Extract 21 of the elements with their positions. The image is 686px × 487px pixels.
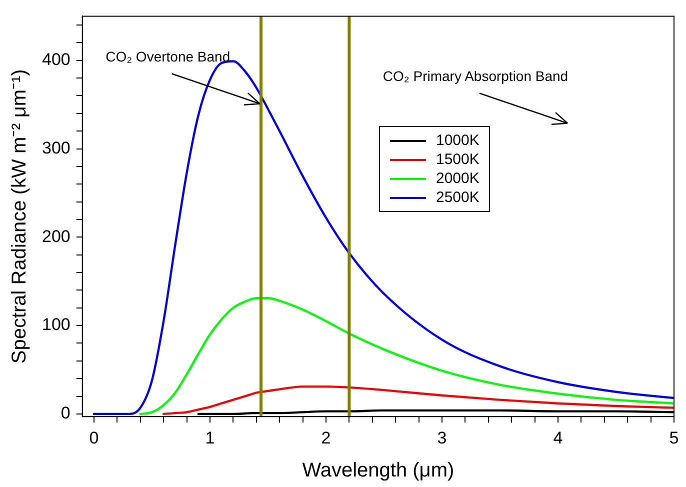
- line-series: [162, 385, 674, 416]
- legend-label: 1000K: [436, 132, 480, 150]
- annotation: CO₂ Primary Absorption Band: [382, 68, 568, 84]
- annotation: CO₂ Overtone Band: [106, 48, 230, 65]
- x-tick-label: 0: [89, 428, 99, 448]
- line-series: [139, 297, 674, 416]
- y-tick-label: 300: [42, 138, 70, 158]
- x-tick-label: 1: [205, 428, 215, 448]
- y-axis-title: Spectral Radiance (kW m⁻² μm⁻¹): [8, 69, 31, 364]
- legend-label: 1500K: [436, 151, 480, 168]
- legend-label: 2000K: [436, 170, 480, 188]
- y-tick-label: 200: [42, 226, 70, 246]
- legend-label: 2500K: [436, 189, 480, 206]
- x-tick-label: 5: [669, 428, 679, 448]
- x-tick-label: 2: [321, 428, 331, 448]
- x-tick-label: 4: [553, 428, 563, 448]
- y-tick-label: 100: [42, 315, 70, 334]
- y-tick-label: 0: [60, 404, 70, 423]
- x-tick-label: 3: [437, 428, 447, 448]
- y-tick-label: 400: [42, 50, 70, 70]
- x-axis-title: Wavelength (μm): [302, 460, 454, 482]
